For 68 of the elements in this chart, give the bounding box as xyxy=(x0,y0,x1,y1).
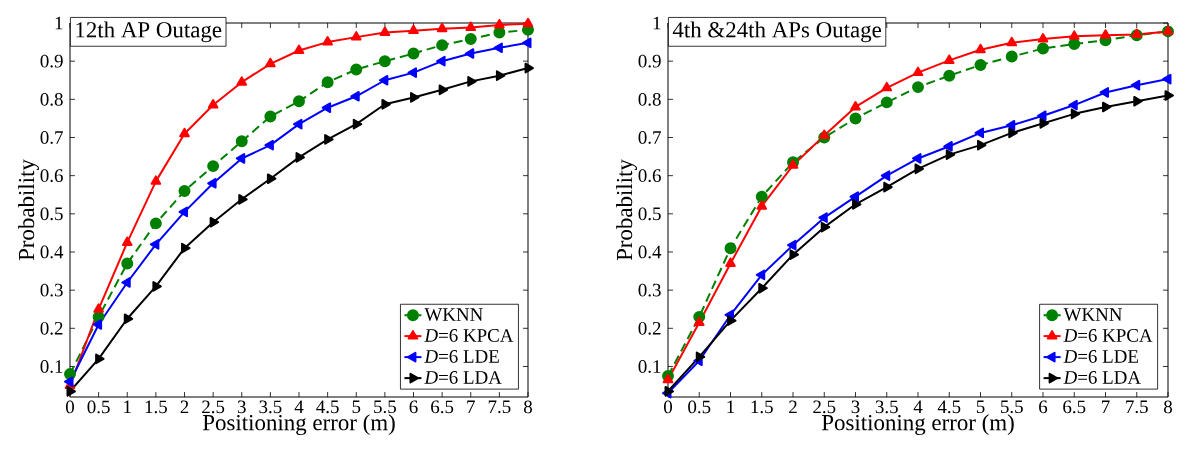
x-tick-label: 0.5 xyxy=(87,400,110,414)
y-tick-label: 0.3 xyxy=(40,283,63,297)
x-tick-label: 7 xyxy=(1102,400,1110,413)
x-tick-label: 6.5 xyxy=(431,400,454,414)
y-tick-label: 0.8 xyxy=(638,92,661,106)
y-axis-title: Probability xyxy=(616,159,637,261)
x-tick-label: 3.5 xyxy=(259,400,282,414)
y-tick-label: 0.4 xyxy=(40,245,64,259)
legend-label: D=6 LDE xyxy=(1063,350,1138,363)
legend-label: D=6 LDE xyxy=(424,350,499,363)
x-axis-title: Positioning error (m) xyxy=(202,414,395,436)
x-tick-label: 4.5 xyxy=(937,400,961,414)
y-tick-label: 1 xyxy=(55,16,63,30)
y-axis-title: Probability xyxy=(18,159,39,261)
x-tick-label: 8 xyxy=(1163,400,1173,414)
legend-label: WKNN xyxy=(424,308,483,321)
x-tick-label: 3 xyxy=(237,400,246,414)
x-tick-label: 1 xyxy=(124,400,131,414)
legend-label: D=6 KPCA xyxy=(424,329,514,342)
y-tick-label: 0.2 xyxy=(40,321,63,335)
legend-label: D=6 LDA xyxy=(424,371,502,384)
x-tick-label: 1.5 xyxy=(145,400,167,414)
x-axis-title: Positioning error (m) xyxy=(821,414,1014,436)
legend-label: D=6 KPCA xyxy=(1063,329,1153,342)
x-tick-label: 8 xyxy=(523,400,533,414)
x-tick-label: 0 xyxy=(663,400,673,414)
y-tick-label: 0.6 xyxy=(638,169,661,183)
x-tick-label: 6 xyxy=(409,400,418,414)
x-tick-label: 3 xyxy=(851,400,860,414)
y-tick-label: 0.5 xyxy=(638,207,661,221)
y-tick-label: 0.6 xyxy=(40,169,63,183)
x-tick-label: 4.5 xyxy=(316,400,339,414)
chart-title: 12th AP Outage xyxy=(76,21,222,43)
x-tick-label: 1.5 xyxy=(751,400,773,414)
y-tick-label: 0.8 xyxy=(40,92,63,106)
y-tick-label: 1 xyxy=(653,16,661,30)
x-tick-label: 5.5 xyxy=(1001,400,1023,414)
x-tick-label: 0.5 xyxy=(688,400,711,414)
y-tick-label: 0.7 xyxy=(638,131,661,144)
x-tick-label: 4 xyxy=(913,400,923,413)
x-tick-label: 6.5 xyxy=(1063,400,1086,414)
chart-title: 4th &24th APs Outage xyxy=(672,21,882,43)
x-tick-label: 7 xyxy=(467,400,475,413)
y-tick-label: 0.1 xyxy=(638,360,661,373)
x-tick-label: 3.5 xyxy=(875,400,898,414)
y-tick-label: 0.4 xyxy=(638,245,662,259)
y-tick-label: 0.3 xyxy=(638,283,661,297)
y-tick-label: 0.2 xyxy=(638,321,661,335)
x-tick-label: 4 xyxy=(294,400,304,413)
x-tick-label: 6 xyxy=(1039,400,1048,414)
x-tick-label: 5.5 xyxy=(374,400,396,414)
y-tick-label: 0.9 xyxy=(40,54,63,68)
x-tick-label: 5 xyxy=(976,400,985,414)
x-tick-label: 2.5 xyxy=(202,400,225,414)
legend-label: D=6 LDA xyxy=(1063,371,1141,384)
x-tick-label: 2 xyxy=(789,400,797,414)
x-tick-label: 1 xyxy=(727,400,735,414)
x-tick-label: 5 xyxy=(352,400,361,414)
x-tick-label: 7.5 xyxy=(488,400,511,414)
x-tick-label: 0 xyxy=(65,400,74,414)
y-tick-label: 0.5 xyxy=(40,207,63,221)
x-tick-label: 2.5 xyxy=(813,400,836,414)
x-tick-label: 2 xyxy=(180,400,189,414)
legend-label: WKNN xyxy=(1063,308,1123,321)
y-tick-label: 0.7 xyxy=(40,131,63,144)
x-tick-label: 7.5 xyxy=(1126,400,1148,414)
y-tick-label: 0.1 xyxy=(40,360,63,373)
y-tick-label: 0.9 xyxy=(638,54,661,68)
